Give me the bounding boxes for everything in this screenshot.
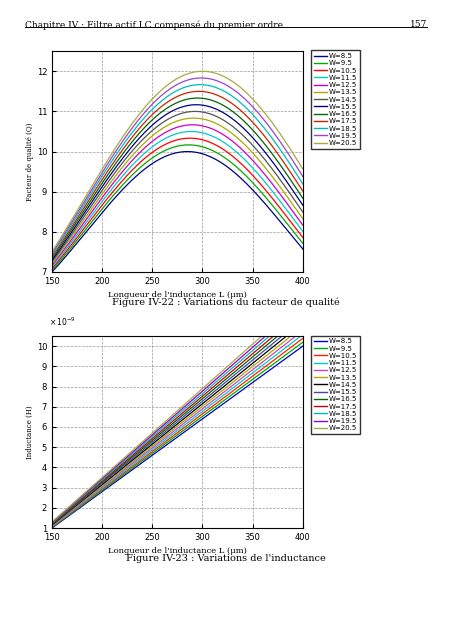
Text: Chapitre IV : Filtre actif LC compensé du premier ordre: Chapitre IV : Filtre actif LC compensé d… xyxy=(25,20,282,30)
Text: Figure IV-23 : Variations de l'inductance: Figure IV-23 : Variations de l'inductanc… xyxy=(126,554,325,563)
X-axis label: Longueur de l'inductance L (μm): Longueur de l'inductance L (μm) xyxy=(108,291,246,300)
Legend: W=8.5, W=9.5, W=10.5, W=11.5, W=12.5, W=13.5, W=14.5, W=15.5, W=16.5, W=17.5, W=: W=8.5, W=9.5, W=10.5, W=11.5, W=12.5, W=… xyxy=(311,335,359,434)
Y-axis label: Inductance (H): Inductance (H) xyxy=(26,405,34,459)
Text: $\times\,10^{-9}$: $\times\,10^{-9}$ xyxy=(49,316,76,328)
Text: 157: 157 xyxy=(409,20,426,29)
Y-axis label: Facteur de qualité (Q): Facteur de qualité (Q) xyxy=(26,122,34,201)
Legend: W=8.5, W=9.5, W=10.5, W=11.5, W=12.5, W=13.5, W=14.5, W=15.5, W=16.5, W=17.5, W=: W=8.5, W=9.5, W=10.5, W=11.5, W=12.5, W=… xyxy=(311,51,359,149)
X-axis label: Longueur de l'inductance L (μm): Longueur de l'inductance L (μm) xyxy=(108,547,246,556)
Text: Figure IV-22 : Variations du facteur de qualité: Figure IV-22 : Variations du facteur de … xyxy=(112,298,339,307)
